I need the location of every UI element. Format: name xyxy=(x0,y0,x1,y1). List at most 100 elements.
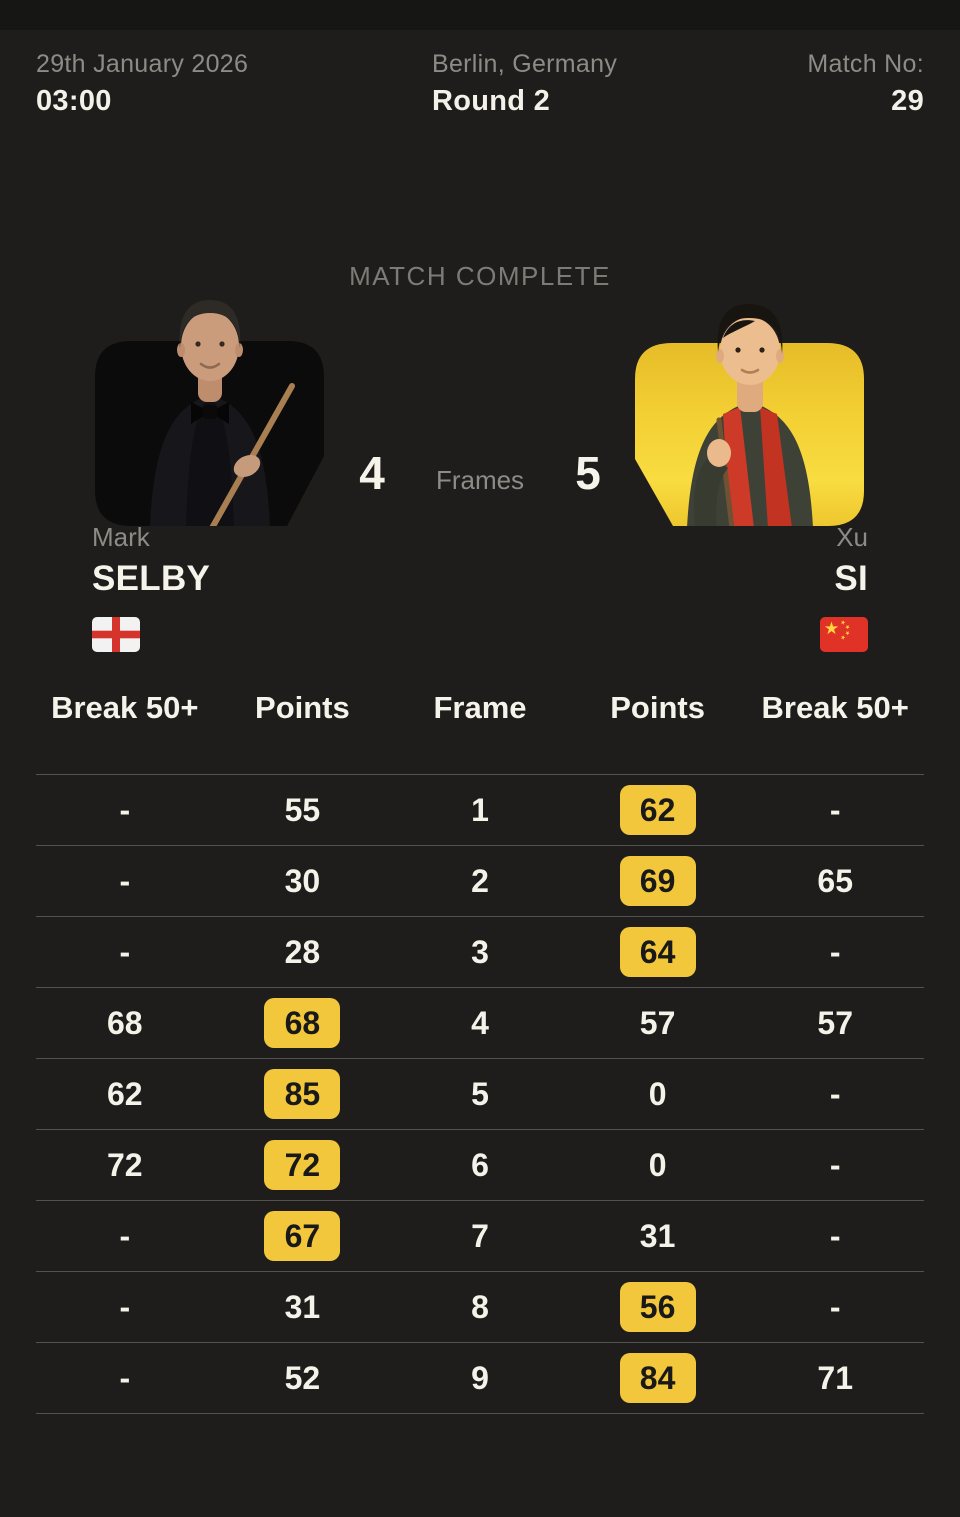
frame-number-cell: 2 xyxy=(391,863,569,900)
cell-value: - xyxy=(119,1359,131,1396)
score-label: Frames xyxy=(435,465,525,495)
cell-value: 6 xyxy=(471,1146,489,1183)
player-left-namecard: Mark SELBY xyxy=(92,522,392,652)
frame-number-cell: 5 xyxy=(391,1076,569,1113)
frame-number-cell: 7 xyxy=(391,1218,569,1255)
p1-points-cell: 72 xyxy=(214,1140,392,1190)
winning-points-badge: 69 xyxy=(619,856,696,906)
header-p1-break: Break 50+ xyxy=(51,690,199,725)
meta-match-number: Match No: 29 xyxy=(762,50,924,118)
match-no-label: Match No: xyxy=(807,50,924,78)
frame-row: - 30 2 69 65 xyxy=(36,846,924,917)
frame-number-cell: 9 xyxy=(391,1360,569,1397)
cell-value: - xyxy=(829,933,841,970)
meta-date-time: 29th January 2026 03:00 xyxy=(36,50,432,118)
player-right-last-name: SI xyxy=(834,559,868,598)
cell-value: 71 xyxy=(817,1359,853,1396)
p2-points-cell: 0 xyxy=(569,1076,747,1113)
p2-break-cell: 65 xyxy=(746,863,924,900)
p2-points-cell: 31 xyxy=(569,1218,747,1255)
score-left: 4 xyxy=(359,447,385,499)
frame-row: - 52 9 84 71 xyxy=(36,1343,924,1414)
winning-points-badge: 68 xyxy=(264,998,341,1048)
p1-break-cell: - xyxy=(36,1218,214,1255)
p2-break-cell: - xyxy=(746,792,924,829)
status-bar-strip xyxy=(0,0,960,30)
p2-points-cell: 57 xyxy=(569,1005,747,1042)
p1-points-cell: 67 xyxy=(214,1211,392,1261)
match-time: 03:00 xyxy=(36,85,112,117)
header-p1-points: Points xyxy=(255,690,350,725)
p2-break-cell: - xyxy=(746,1218,924,1255)
cell-value: 4 xyxy=(471,1004,489,1041)
frame-number-cell: 6 xyxy=(391,1147,569,1184)
p1-points-cell: 68 xyxy=(214,998,392,1048)
match-no-value: 29 xyxy=(891,85,924,117)
p2-points-cell: 64 xyxy=(569,927,747,977)
china-flag-icon xyxy=(820,617,868,652)
cell-value: 68 xyxy=(107,1004,143,1041)
frame-row: 72 72 6 0 - xyxy=(36,1130,924,1201)
frame-row: - 28 3 64 - xyxy=(36,917,924,988)
p2-points-cell: 69 xyxy=(569,856,747,906)
p1-break-cell: - xyxy=(36,1289,214,1326)
match-date: 29th January 2026 xyxy=(36,50,249,78)
frames-table-body: -55 1 62- -30 2 69 65-28 3 64-68 68 4 57 57 62 85 5 0-72… xyxy=(36,774,924,1414)
cell-value: - xyxy=(119,862,131,899)
p1-points-cell: 30 xyxy=(214,863,392,900)
cell-value: 0 xyxy=(648,1075,667,1112)
p1-points-cell: 52 xyxy=(214,1360,392,1397)
frame-row: - 67 7 31 - xyxy=(36,1201,924,1272)
p2-points-cell: 62 xyxy=(569,785,747,835)
p2-break-cell: 71 xyxy=(746,1360,924,1397)
cell-value: 57 xyxy=(639,1004,676,1041)
cell-value: 65 xyxy=(817,862,853,899)
winning-points-badge: 85 xyxy=(264,1069,341,1119)
player-left-portrait-image xyxy=(95,300,324,526)
header-p2-points: Points xyxy=(610,690,705,725)
cell-value: - xyxy=(829,1146,841,1183)
frame-number-cell: 1 xyxy=(391,792,569,829)
p2-points-cell: 56 xyxy=(569,1282,747,1332)
player-right-photo-card[interactable] xyxy=(635,296,865,528)
cell-value: - xyxy=(829,1288,841,1325)
match-round: Round 2 xyxy=(432,85,551,117)
p2-points-cell: 84 xyxy=(569,1353,747,1403)
cell-value: 9 xyxy=(471,1359,489,1396)
player-left-last-name: SELBY xyxy=(92,559,211,598)
player-right-portrait-image xyxy=(635,304,864,526)
frame-row: - 31 8 56 - xyxy=(36,1272,924,1343)
meta-location-round: Berlin, Germany Round 2 xyxy=(432,50,762,118)
p1-break-cell: - xyxy=(36,1360,214,1397)
match-meta-header: 29th January 2026 03:00 Berlin, Germany … xyxy=(36,50,924,118)
cell-value: - xyxy=(119,933,131,970)
cell-value: - xyxy=(829,1217,841,1254)
cell-value: 31 xyxy=(284,1288,321,1325)
cell-value: 1 xyxy=(471,791,489,828)
winning-points-badge: 84 xyxy=(619,1353,696,1403)
p1-break-cell: 62 xyxy=(36,1076,214,1113)
frame-number-cell: 4 xyxy=(391,1005,569,1042)
header-frame: Frame xyxy=(433,690,527,725)
cell-value: 55 xyxy=(284,791,321,828)
frame-number-cell: 3 xyxy=(391,934,569,971)
p2-break-cell: 57 xyxy=(746,1005,924,1042)
p1-points-cell: 31 xyxy=(214,1289,392,1326)
p1-break-cell: - xyxy=(36,792,214,829)
p1-points-cell: 85 xyxy=(214,1069,392,1119)
cell-value: - xyxy=(119,1288,131,1325)
player-right-first-name: Xu xyxy=(836,522,868,552)
cell-value: 31 xyxy=(639,1217,676,1254)
cell-value: - xyxy=(829,791,841,828)
frames-table-header: Break 50+ Points Frame Points Break 50+ xyxy=(36,690,924,774)
player-left-photo-card[interactable] xyxy=(95,296,325,528)
england-flag-icon xyxy=(92,617,140,652)
p1-break-cell: - xyxy=(36,934,214,971)
p2-break-cell: - xyxy=(746,934,924,971)
frames-score: 4 Frames 5 xyxy=(0,446,960,500)
match-location: Berlin, Germany xyxy=(432,50,618,78)
cell-value: 3 xyxy=(471,933,489,970)
score-right: 5 xyxy=(575,447,601,499)
frame-number-cell: 8 xyxy=(391,1289,569,1326)
